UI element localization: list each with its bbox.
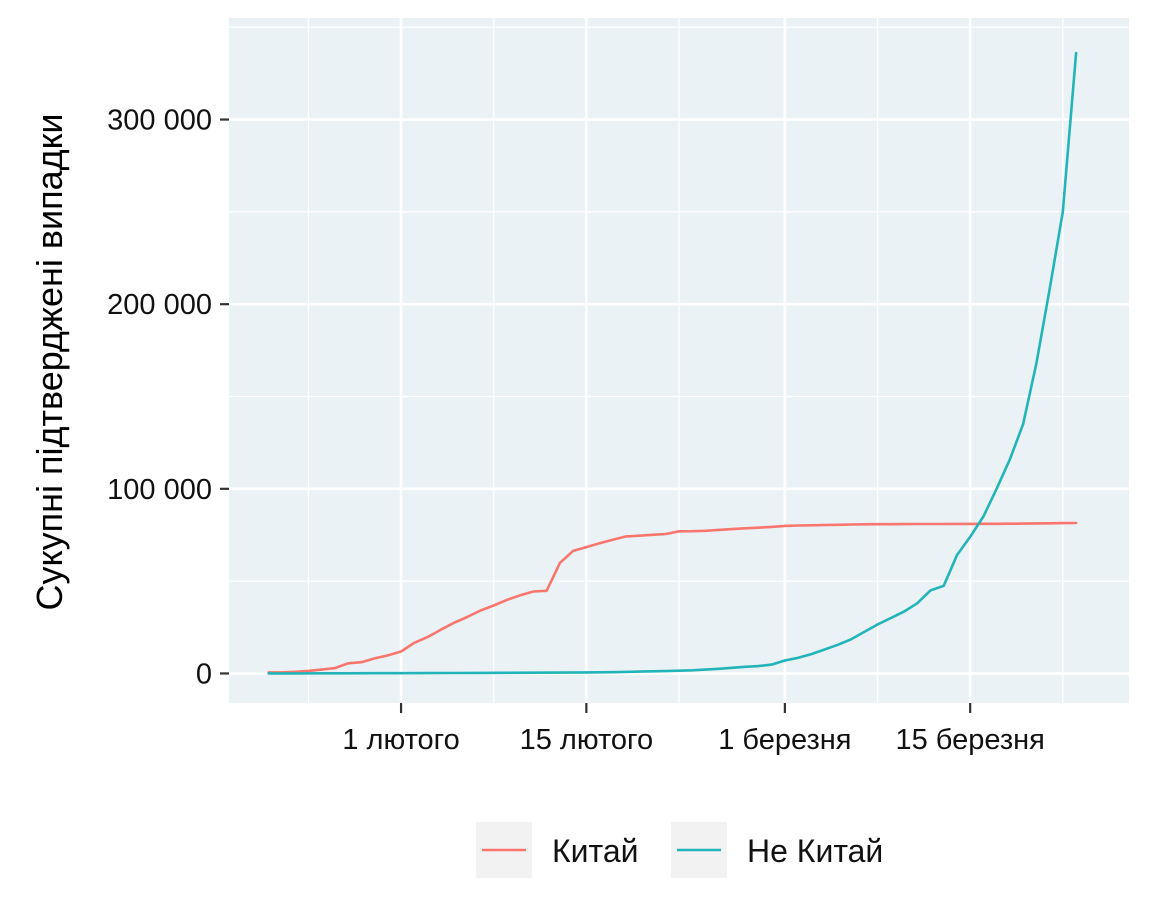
series-line-1 <box>267 521 1078 674</box>
x-axis: 1 лютого 15 лютого 1 березня 15 березня <box>342 703 1045 756</box>
x-tick-label: 15 березня <box>895 724 1044 756</box>
legend-label: Не Китай <box>747 833 883 869</box>
grid-major <box>229 18 1129 703</box>
y-tick-label: 300 000 <box>107 105 212 137</box>
series-lines <box>267 51 1078 675</box>
y-axis: 0 100 000 200 000 300 000 <box>107 105 229 690</box>
x-tick-label: 15 лютого <box>520 724 654 756</box>
grid-minor <box>229 18 1129 703</box>
y-axis-title: Сукупні підтверджені випадки <box>29 113 70 610</box>
series-line-2 <box>267 51 1078 675</box>
y-tick-label: 0 <box>196 658 212 690</box>
y-tick-label: 200 000 <box>107 289 212 321</box>
legend-label: Китай <box>552 833 638 869</box>
y-tick-label: 100 000 <box>107 474 212 506</box>
legend: Китай Не Китай <box>476 822 883 878</box>
x-tick-label: 1 лютого <box>342 724 459 756</box>
x-tick-label: 1 березня <box>718 724 851 756</box>
